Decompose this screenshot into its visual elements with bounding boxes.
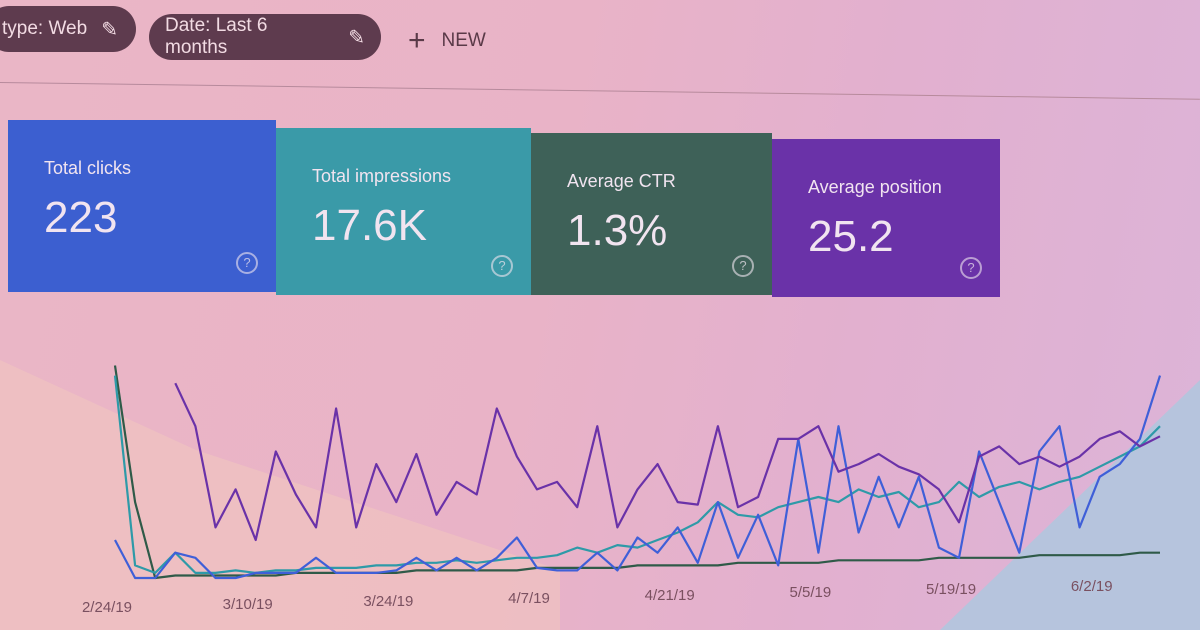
series-line-total-impressions [113,375,1161,575]
x-tick-label: 2/24/19 [82,599,132,616]
x-tick-label: 6/2/19 [1071,578,1113,595]
metric-value: 17.6K [312,201,427,250]
metric-card-total-clicks[interactable]: Total clicks 223 ? [8,120,276,292]
new-button-label: NEW [441,30,486,51]
x-tick-label: 4/21/19 [645,587,695,604]
help-icon[interactable]: ? [960,257,982,279]
x-tick-label: 3/24/19 [363,593,413,610]
metric-card-average-position[interactable]: Average position 25.2 ? [772,139,1000,297]
filter-chip-label: Date: Last 6 months [165,15,268,58]
metric-label: Average position [808,177,942,197]
x-tick-label: 5/19/19 [926,581,976,598]
plus-icon: + [408,24,426,57]
filter-chip-date[interactable]: Date: Last 6 months ✎ [149,14,381,60]
new-filter-button[interactable]: + NEW [408,26,486,56]
x-tick-label: 4/7/19 [508,590,550,607]
metric-label: Total clicks [44,158,132,178]
filter-chip-label: type: Web [2,18,88,39]
x-tick-label: 3/10/19 [223,596,273,613]
help-icon[interactable]: ? [236,252,258,274]
help-icon[interactable]: ? [491,255,513,277]
series-line-average-position [174,382,1161,542]
filter-chip-type[interactable]: type: Web ✎ [0,6,136,52]
metric-card-average-ctr[interactable]: Average CTR 1.3% ? [531,133,772,295]
pencil-icon[interactable]: ✎ [348,26,365,49]
metric-label: Total impressions [312,166,452,186]
metric-value: 223 [44,193,118,242]
series-line-total-clicks [114,375,1162,580]
help-icon[interactable]: ? [732,255,754,277]
pencil-icon[interactable]: ✎ [101,18,118,41]
metric-label: Average CTR [567,171,676,191]
x-tick-label: 5/5/19 [790,584,832,601]
metric-card-total-impressions[interactable]: Total impressions 17.6K ? [276,128,531,295]
metric-value: 25.2 [808,212,894,261]
metric-value: 1.3% [567,206,668,255]
